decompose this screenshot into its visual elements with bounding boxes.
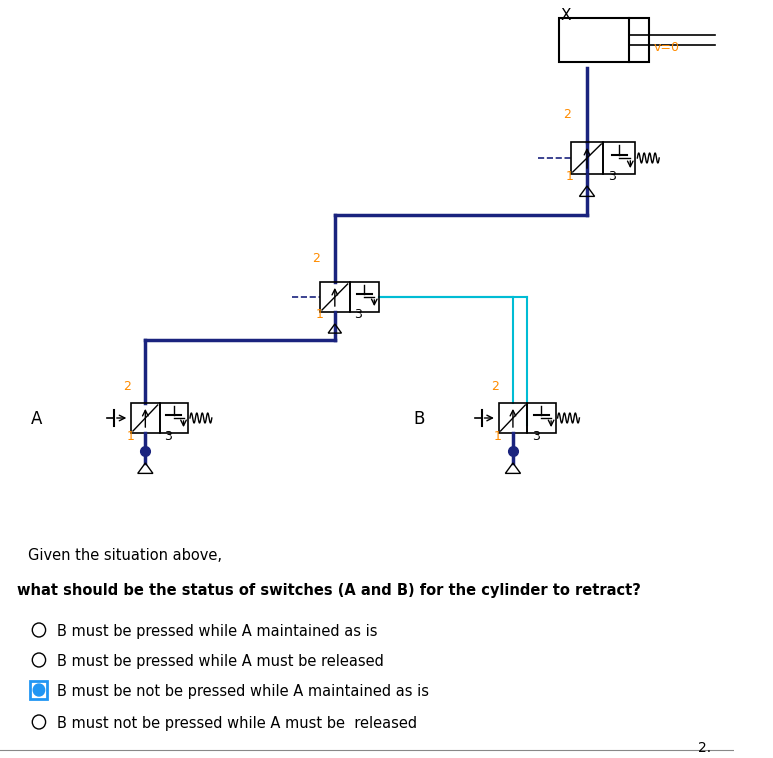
Text: 2: 2 [564,108,571,121]
Text: 3: 3 [608,170,616,183]
Text: 2: 2 [124,380,131,393]
Text: what should be the status of switches (A and B) for the cylinder to retract?: what should be the status of switches (A… [17,583,641,598]
Bar [159,403,188,433]
Text: 1: 1 [566,170,574,183]
Text: 3: 3 [354,308,363,321]
Text: 2: 2 [491,380,499,393]
Text: Given the situation above,: Given the situation above, [29,548,223,563]
Text: 2.: 2. [698,741,711,755]
Bar [559,18,649,62]
Bar [571,142,603,174]
Text: B must be not be pressed while A maintained as is: B must be not be pressed while A maintai… [57,684,429,699]
Circle shape [33,684,45,696]
Text: 1: 1 [315,308,323,321]
Text: 1: 1 [494,430,502,443]
Text: 1: 1 [126,430,135,443]
Text: B: B [414,410,424,428]
Text: X: X [560,8,571,23]
Bar [30,681,47,699]
Bar [131,403,159,433]
Bar [527,403,556,433]
Text: B must be pressed while A maintained as is: B must be pressed while A maintained as … [57,624,377,639]
Text: 3: 3 [532,430,540,443]
Bar [349,282,379,312]
Bar [603,142,635,174]
Text: v=0: v=0 [653,41,679,54]
Text: A: A [30,410,42,428]
Bar [320,282,349,312]
Text: 3: 3 [165,430,172,443]
Text: B must be pressed while A must be released: B must be pressed while A must be releas… [57,654,384,669]
Text: B must not be pressed while A must be  released: B must not be pressed while A must be re… [57,716,417,731]
Bar [499,403,527,433]
Text: 2: 2 [312,252,320,265]
